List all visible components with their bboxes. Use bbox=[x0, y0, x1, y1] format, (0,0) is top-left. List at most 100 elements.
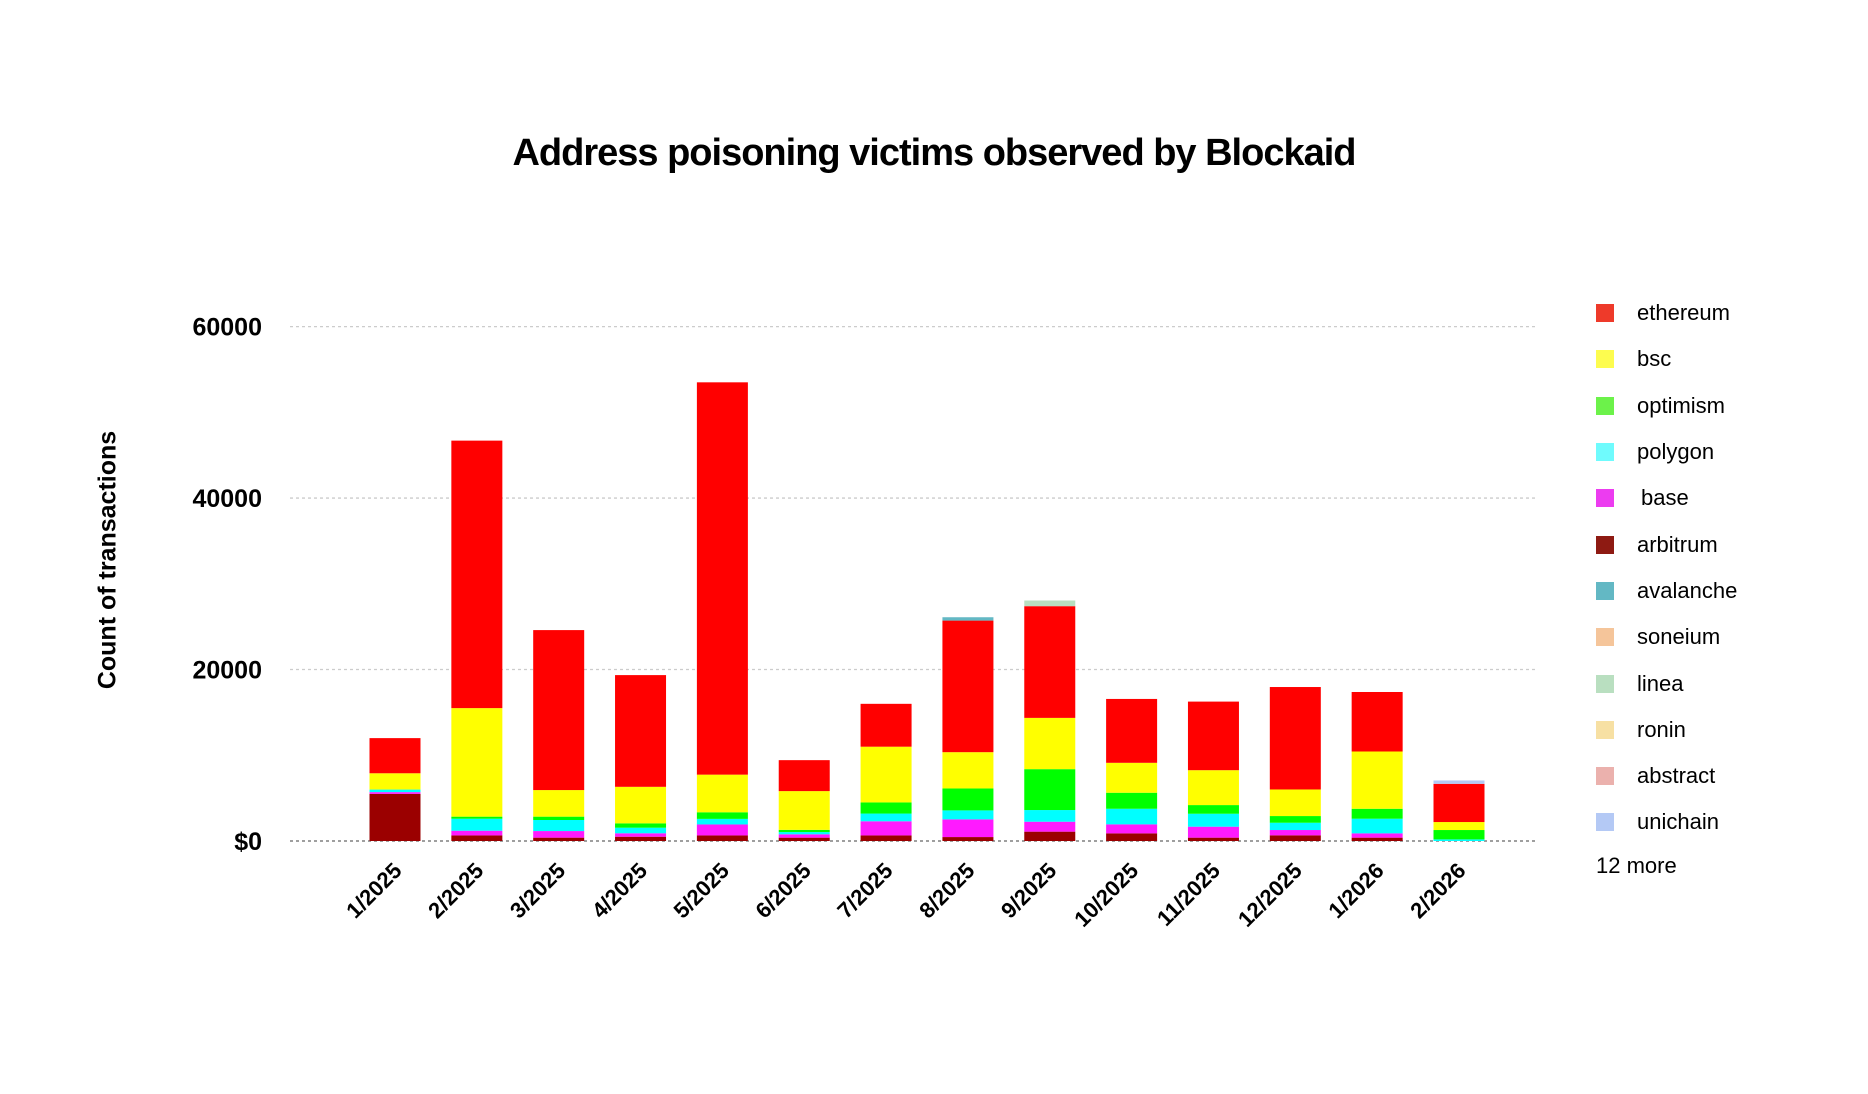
legend-label: base bbox=[1641, 485, 1689, 511]
bar-segment-unichain bbox=[1433, 780, 1485, 784]
bar-segment-bsc bbox=[1024, 717, 1076, 770]
legend-item-avalanche[interactable]: avalanche bbox=[1596, 568, 1737, 614]
bar-segment-arbitrum bbox=[451, 835, 503, 841]
bar-segment-base bbox=[615, 833, 667, 837]
bar-segment-ethereum bbox=[860, 703, 912, 747]
bar-segment-base bbox=[369, 792, 421, 794]
legend-item-unichain[interactable]: unichain bbox=[1596, 799, 1737, 845]
bar-segment-base bbox=[696, 824, 748, 836]
bar-segment-bsc bbox=[860, 746, 912, 803]
x-tick-label: 2/2025 bbox=[423, 858, 488, 923]
legend-item-arbitrum[interactable]: arbitrum bbox=[1596, 521, 1737, 567]
bar-segment-polygon bbox=[1351, 818, 1403, 834]
bar-segment-polygon bbox=[1106, 808, 1158, 825]
bar-segment-ethereum bbox=[1024, 606, 1076, 718]
bar-segment-bsc bbox=[1269, 789, 1321, 817]
bar-segment-bsc bbox=[369, 773, 421, 790]
bar-segment-arbitrum bbox=[942, 837, 994, 841]
bar-segment-arbitrum bbox=[860, 835, 912, 841]
bar-segment-polygon bbox=[1269, 822, 1321, 831]
legend-item-optimism[interactable]: optimism bbox=[1596, 383, 1737, 429]
bar-segment-arbitrum bbox=[1106, 833, 1158, 841]
legend-item-abstract[interactable]: abstract bbox=[1596, 753, 1737, 799]
bar-segment-arbitrum bbox=[778, 837, 830, 841]
x-tick-label: 1/2025 bbox=[341, 858, 406, 923]
x-tick-label: 4/2025 bbox=[587, 858, 652, 923]
bar-segment-optimism bbox=[1433, 830, 1485, 840]
bar-segment-bsc bbox=[942, 752, 994, 789]
legend: ethereum bsc optimism polygon base arbitrum av… bbox=[1596, 290, 1737, 886]
legend-label: linea bbox=[1637, 670, 1684, 696]
bar-segment-ethereum bbox=[778, 760, 830, 792]
bar-segment-arbitrum bbox=[696, 835, 748, 841]
bar-segment-optimism bbox=[778, 829, 830, 833]
chart-title: Address poisoning victims observed by Bl… bbox=[512, 132, 1356, 174]
legend-item-base[interactable]: base bbox=[1596, 475, 1737, 521]
bar-segment-polygon bbox=[942, 810, 994, 820]
bar-segment-ethereum bbox=[533, 630, 585, 791]
bar-segment-polygon bbox=[451, 818, 503, 831]
bar-segment-bsc bbox=[778, 791, 830, 830]
legend-label: arbitrum bbox=[1637, 531, 1718, 557]
legend-label: soneium bbox=[1637, 624, 1721, 650]
bar-segment-ethereum bbox=[942, 620, 994, 753]
legend-swatch bbox=[1596, 628, 1614, 647]
bar-segment-base bbox=[1351, 833, 1403, 838]
bar-segment-bsc bbox=[696, 774, 748, 813]
bar-segment-polygon bbox=[696, 818, 748, 825]
legend-swatch bbox=[1596, 443, 1614, 462]
y-tick-label: $0 bbox=[234, 828, 262, 856]
bar-segment-optimism bbox=[860, 802, 912, 814]
legend-more-link[interactable]: 12 more bbox=[1596, 852, 1677, 878]
bar-segment-base bbox=[451, 830, 503, 836]
bar-segment-arbitrum bbox=[369, 793, 421, 841]
bar-segment-bsc bbox=[1187, 770, 1239, 806]
bar-segment-bsc bbox=[1433, 822, 1485, 831]
legend-swatch bbox=[1596, 720, 1614, 739]
bar-segment-ethereum bbox=[369, 738, 421, 774]
bar-segment-base bbox=[860, 821, 912, 836]
bar-segment-polygon bbox=[533, 819, 585, 832]
legend-label: avalanche bbox=[1637, 577, 1738, 603]
x-tick-label: 10/2025 bbox=[1069, 858, 1143, 932]
bar-segment-ethereum bbox=[1351, 691, 1403, 752]
legend-item-ethereum[interactable]: ethereum bbox=[1596, 290, 1737, 336]
legend-item-ronin[interactable]: ronin bbox=[1596, 707, 1737, 753]
bar-segment-optimism bbox=[533, 816, 585, 820]
bar-segment-base bbox=[1024, 821, 1076, 832]
bar-segment-arbitrum bbox=[1024, 831, 1076, 841]
bar-segment-polygon bbox=[369, 789, 421, 793]
legend-swatch bbox=[1596, 813, 1614, 832]
bar-segment-arbitrum bbox=[1351, 837, 1403, 841]
bar-segment-optimism bbox=[1024, 769, 1076, 811]
legend-swatch bbox=[1596, 535, 1614, 554]
x-tick-label: 12/2025 bbox=[1233, 858, 1307, 932]
bar-segment-arbitrum bbox=[533, 837, 585, 841]
bar-segment-optimism bbox=[1106, 792, 1158, 809]
bar-segment-optimism bbox=[942, 788, 994, 811]
bar-segment-optimism bbox=[696, 812, 748, 819]
legend-label: ronin bbox=[1637, 716, 1686, 742]
legend-item-linea[interactable]: linea bbox=[1596, 660, 1737, 706]
bar-segment-optimism bbox=[1269, 816, 1321, 823]
bar-segment-polygon bbox=[1024, 810, 1076, 822]
bar-segment-polygon bbox=[615, 827, 667, 834]
legend-swatch bbox=[1596, 350, 1614, 369]
bar-segment-base bbox=[1269, 830, 1321, 836]
x-tick-label: 6/2025 bbox=[751, 858, 816, 923]
legend-item-bsc[interactable]: bsc bbox=[1596, 336, 1737, 382]
bar-segment-base bbox=[778, 834, 830, 838]
bar-segment-optimism bbox=[1351, 808, 1403, 819]
legend-swatch bbox=[1596, 581, 1614, 600]
bar-segment-ethereum bbox=[696, 382, 748, 775]
legend-swatch bbox=[1596, 489, 1614, 508]
x-tick-label: 3/2025 bbox=[505, 858, 570, 923]
bar-segment-optimism bbox=[615, 823, 667, 828]
bar-segment-base bbox=[1187, 826, 1239, 838]
bar-segment-ethereum bbox=[1106, 698, 1158, 763]
legend-label: unichain bbox=[1637, 809, 1719, 835]
legend-item-polygon[interactable]: polygon bbox=[1596, 429, 1737, 475]
y-tick-label: 20000 bbox=[192, 657, 262, 685]
legend-item-soneium[interactable]: soneium bbox=[1596, 614, 1737, 660]
legend-label: ethereum bbox=[1637, 300, 1730, 326]
